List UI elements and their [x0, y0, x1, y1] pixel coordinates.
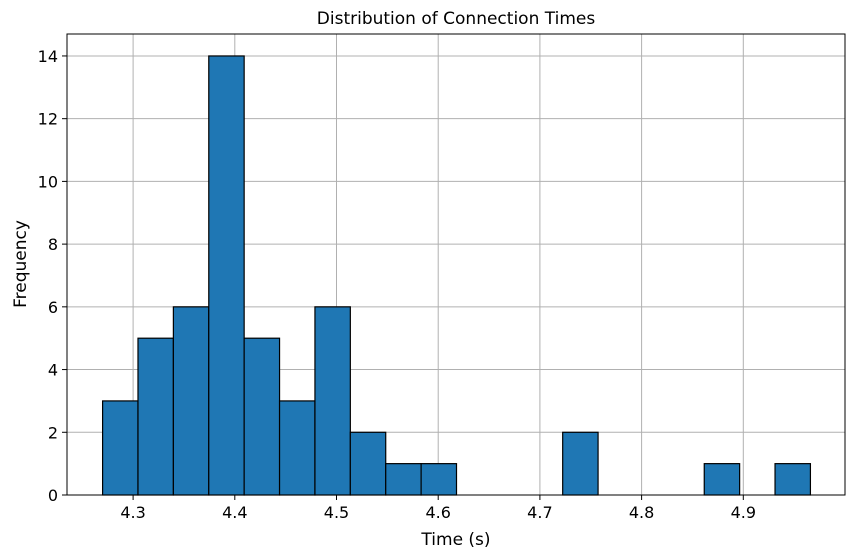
plot-frame: [66, 33, 846, 496]
x-tick-label: 4.5: [324, 503, 349, 522]
histogram-bar: [562, 431, 599, 496]
histogram-bar: [278, 400, 316, 496]
histogram-bar: [349, 431, 387, 496]
x-tick-label: 4.6: [425, 503, 450, 522]
x-axis-ticks: 4.3 4.4 4.5 4.6 4.7 4.8 4.9: [120, 495, 756, 522]
histogram-bars: [101, 55, 812, 496]
y-tick-label: 6: [48, 298, 58, 317]
y-axis-ticks: 0 2 4 6 8 10 12 14: [38, 47, 67, 505]
x-axis-label: Time (s): [420, 530, 490, 550]
histogram-bar: [243, 337, 281, 496]
x-tick-label: 4.3: [120, 503, 145, 522]
x-tick-label: 4.8: [629, 503, 654, 522]
x-tick-label: 4.9: [731, 503, 756, 522]
y-tick-label: 2: [48, 423, 58, 442]
histogram-bar: [172, 306, 210, 496]
chart-title: Distribution of Connection Times: [317, 9, 596, 29]
histogram-bar: [314, 306, 351, 496]
y-tick-label: 12: [38, 110, 58, 129]
histogram-bar: [420, 463, 458, 496]
x-tick-label: 4.4: [222, 503, 247, 522]
histogram-bar: [703, 463, 741, 496]
y-tick-label: 8: [48, 235, 58, 254]
histogram-bar: [385, 463, 422, 496]
histogram-bar: [208, 55, 245, 496]
y-tick-label: 10: [38, 172, 58, 191]
histogram-bar: [137, 337, 174, 496]
y-tick-label: 14: [38, 47, 58, 66]
x-tick-label: 4.7: [527, 503, 552, 522]
histogram-bar: [101, 400, 139, 496]
y-tick-label: 4: [48, 361, 58, 380]
y-tick-label: 0: [48, 486, 58, 505]
histogram-bar: [774, 463, 812, 496]
y-axis-label: Frequency: [11, 220, 31, 308]
